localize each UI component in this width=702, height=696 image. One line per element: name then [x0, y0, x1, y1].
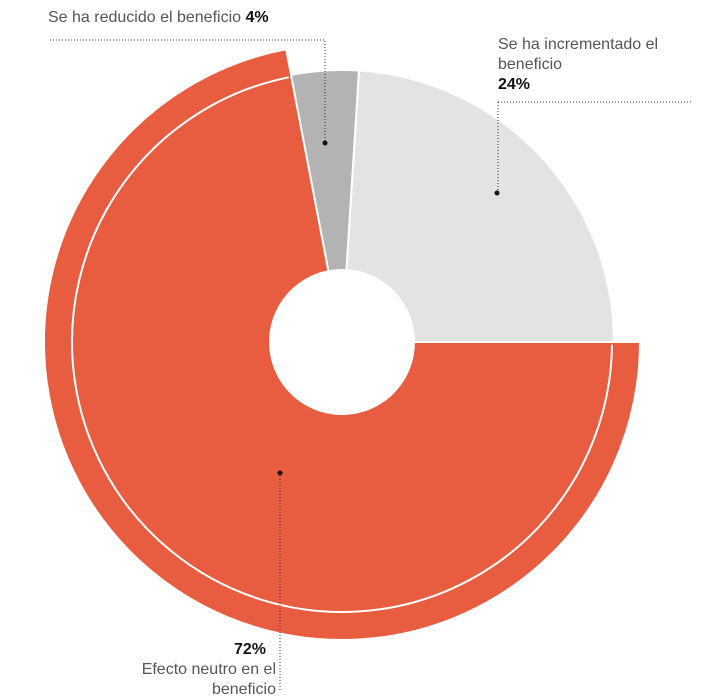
value-label: 4% [245, 9, 269, 26]
slice-label: Se ha reducido el beneficio 4% [48, 8, 269, 28]
category-label: Se ha reducido el beneficio [48, 9, 242, 26]
leader-line [497, 101, 692, 193]
category-label: Se ha incrementado el beneficio [498, 36, 659, 73]
slice-label: Se ha incrementado el beneficio 24% [498, 35, 668, 95]
slice [43, 48, 642, 641]
slice-label: 72% Efecto neutro en el beneficio [120, 640, 276, 696]
label-dot [322, 140, 328, 146]
value-label: 24% [498, 76, 531, 93]
value-label: 72% [233, 641, 266, 658]
category-label: Efecto neutro en el beneficio [141, 661, 276, 696]
slice [345, 69, 616, 343]
label-dot [494, 190, 500, 196]
highlight-ring [71, 76, 613, 613]
